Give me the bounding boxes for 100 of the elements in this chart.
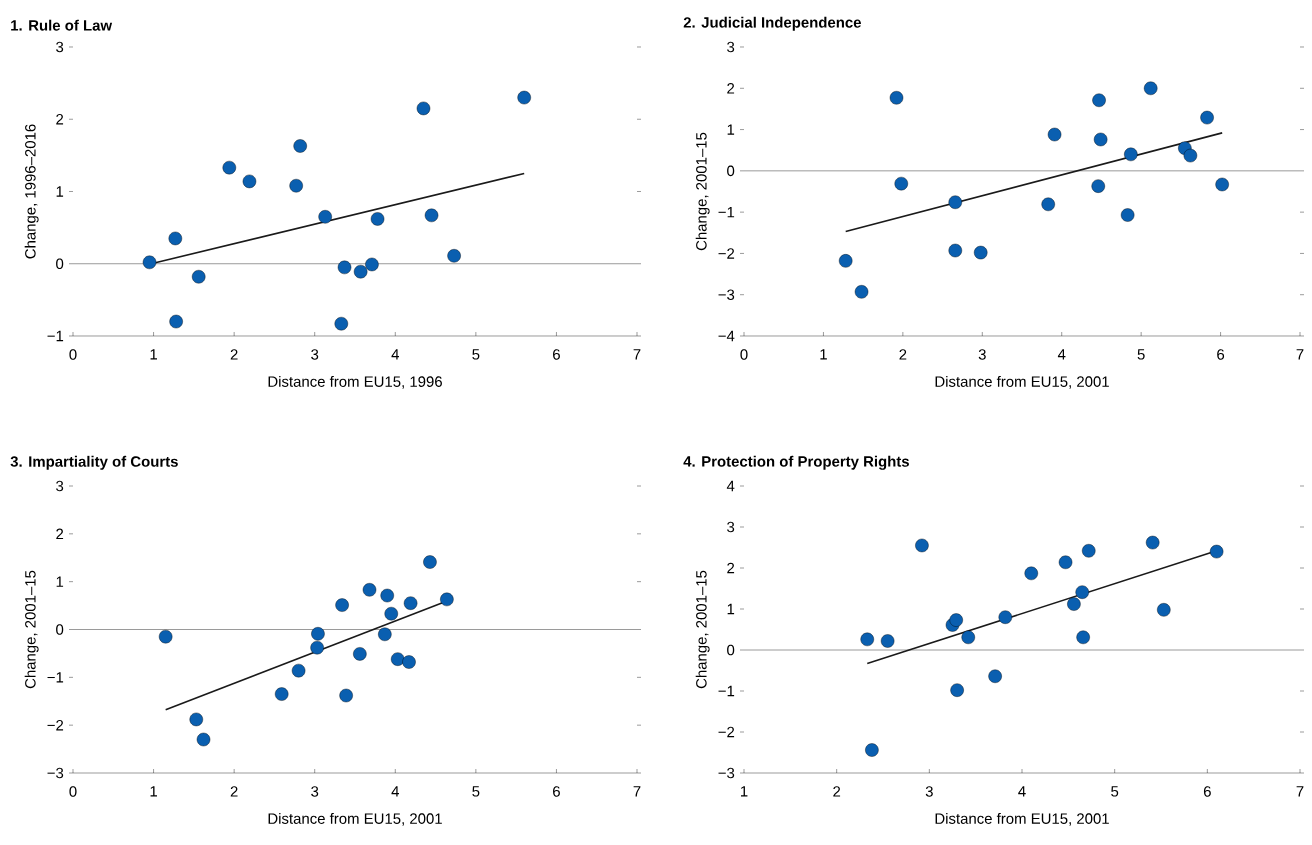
x-tick-label: 3 [925,786,933,797]
point [353,647,367,661]
point [1076,630,1090,644]
point [189,712,203,727]
y-tick-label: 1 [727,124,735,135]
point [1157,603,1171,617]
x-tick-label: 3 [978,349,986,360]
x-tick-label: 3 [311,349,319,360]
point [334,317,348,331]
x-tick-label: 5 [1111,786,1119,797]
point [865,743,879,757]
point [403,596,418,610]
y-tick-label: 1 [727,603,735,615]
point [1047,127,1062,142]
x-axis-title: Distance from EU15, 1996 [268,375,442,389]
x-tick-label: 0 [69,786,77,797]
point [915,538,929,553]
x-tick-label: 4 [1057,349,1066,360]
point [370,212,385,226]
point [880,634,895,648]
point [222,160,237,175]
point [1093,132,1108,147]
point [860,632,874,647]
y-tick-label: 0 [56,624,64,635]
x-tick-label: 1 [150,349,157,360]
point [416,101,431,116]
y-tick-label: −2 [47,719,64,731]
point [1082,544,1096,558]
point [447,249,461,263]
x-tick-label: 6 [1217,349,1225,360]
point [1075,585,1089,599]
y-tick-label: −1 [47,672,64,683]
point [318,210,332,224]
x-tick-label: 2 [230,786,238,797]
point [142,255,157,269]
point [365,257,379,272]
point [1183,148,1198,163]
point [362,583,377,597]
point [440,592,454,607]
chart-title: 3. Impartiality of Courts [10,455,178,470]
y-tick-label: 1 [56,576,64,587]
point [169,314,183,329]
y-tick-label: 3 [727,521,735,533]
x-tick-label: 2 [833,786,841,797]
point [1124,147,1138,162]
point [974,245,988,260]
point [1024,566,1038,581]
point [950,683,964,697]
point [1120,208,1135,222]
y-tick-label: 4 [726,480,735,492]
point [339,688,353,703]
y-tick-label: −1 [47,330,64,342]
y-tick-label: 0 [727,644,735,656]
x-tick-label: 0 [740,349,748,360]
point [948,243,962,258]
point [384,607,398,621]
point [335,598,349,612]
point [423,555,437,569]
point [998,610,1013,624]
point [1041,197,1055,211]
point [517,90,531,105]
y-axis-title: Change, 2001–15 [695,132,710,251]
point [424,208,439,223]
point [168,231,183,246]
point [191,270,206,284]
y-tick-label: −4 [718,330,735,342]
y-tick-label: 1 [56,186,64,197]
point [378,627,392,641]
point [1092,93,1106,107]
point [1058,555,1073,569]
point [894,176,908,191]
y-tick-label: 2 [727,83,735,94]
y-tick-label: 0 [56,258,64,270]
x-tick-label: 5 [1137,349,1145,360]
y-tick-label: 3 [56,41,64,53]
x-axis-title: Distance from EU15, 2001 [268,812,442,826]
y-tick-label: 2 [56,528,64,540]
y-tick-label: 2 [56,114,64,125]
point [289,179,303,193]
x-tick-label: 7 [633,786,641,797]
y-tick-label: −2 [718,726,735,738]
point [838,254,853,268]
point [1209,544,1224,559]
point [889,91,904,105]
x-tick-label: 7 [633,349,641,360]
point [1067,597,1081,611]
y-axis-title: Change, 2001–15 [24,570,39,689]
y-axis-title: Change, 2001–15 [695,570,710,689]
point [402,655,416,669]
point [274,687,289,701]
x-tick-label: 1 [740,786,748,797]
x-tick-label: 0 [69,349,77,360]
point [291,663,306,678]
x-tick-label: 5 [472,349,480,360]
y-tick-label: 3 [727,41,735,53]
x-tick-label: 6 [553,349,560,360]
chart-title: 2. Judicial Independence [683,16,861,31]
point [1200,110,1214,125]
x-tick-label: 4 [1018,786,1026,797]
x-tick-label: 7 [1296,786,1304,797]
